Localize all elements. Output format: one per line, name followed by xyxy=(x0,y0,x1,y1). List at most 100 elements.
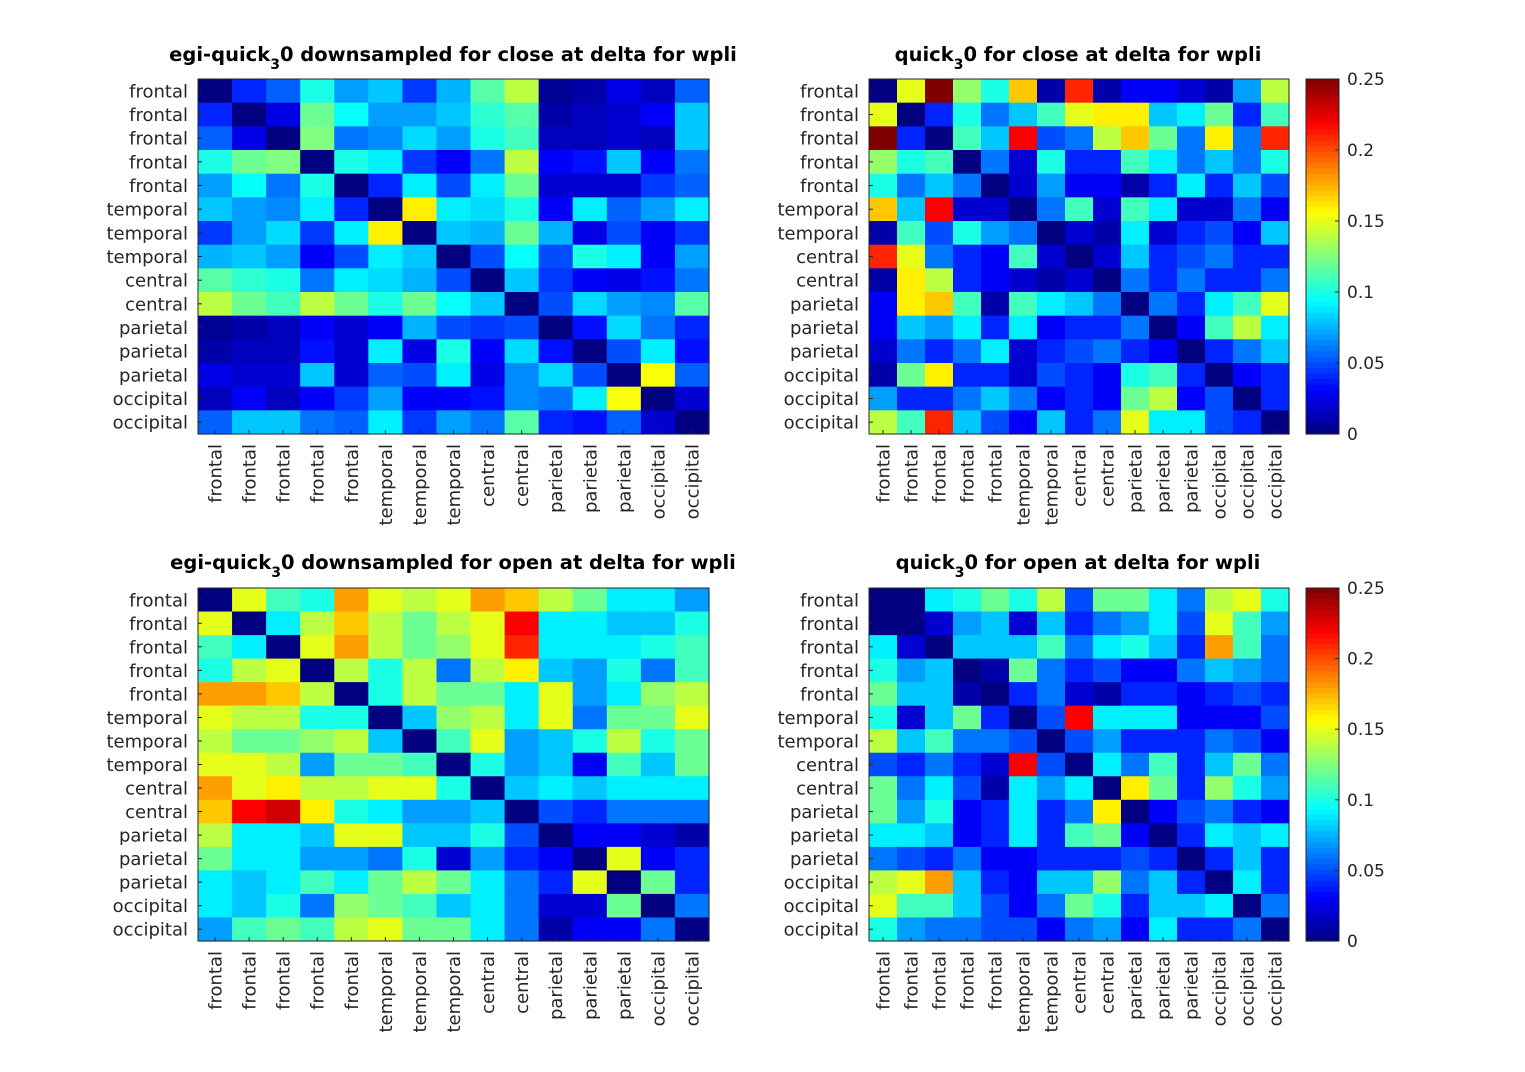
x-tick-label: frontal xyxy=(206,444,227,503)
heatmap-cell xyxy=(981,150,1010,175)
heatmap-cell xyxy=(572,221,608,246)
heatmap-cell xyxy=(1121,173,1150,198)
heatmap-cell xyxy=(674,705,710,730)
heatmap-cell xyxy=(925,635,954,660)
heatmap-cell xyxy=(953,197,982,222)
y-tick-label: parietal xyxy=(790,802,859,823)
colorbar-swatch xyxy=(1306,151,1339,158)
heatmap-cell xyxy=(925,705,954,730)
heatmap-cell xyxy=(1233,173,1262,198)
colorbar-tick-label: 0.05 xyxy=(1347,861,1385,881)
colorbar-swatch xyxy=(1306,648,1339,655)
colorbar-swatch xyxy=(1306,145,1339,152)
heatmap-cell xyxy=(300,292,335,317)
colorbar-swatch xyxy=(1306,156,1339,163)
heatmap-cell xyxy=(1121,268,1150,293)
heatmap-cell xyxy=(1205,658,1234,683)
heatmap-cells xyxy=(198,79,710,435)
colorbar-swatch xyxy=(1306,681,1339,688)
colorbar-swatch xyxy=(1306,836,1339,843)
heatmap-cell xyxy=(925,173,954,198)
heatmap-cell xyxy=(1177,292,1206,317)
heatmap-cell xyxy=(674,386,710,411)
heatmap-cell xyxy=(538,363,574,388)
heatmap-cell xyxy=(198,752,233,777)
heatmap-cell xyxy=(1261,315,1290,340)
x-tick-label: frontal xyxy=(308,951,329,1010)
colorbar-swatch xyxy=(1306,736,1339,744)
heatmap-cell xyxy=(266,126,301,151)
heatmap-cell xyxy=(953,244,982,269)
heatmap-cell xyxy=(504,221,540,246)
heatmap-cell xyxy=(198,823,233,848)
colorbar-swatch xyxy=(1306,615,1339,622)
y-tick-label: frontal xyxy=(800,684,859,705)
heatmap-cell xyxy=(300,705,335,730)
heatmap-cell xyxy=(897,846,926,871)
heatmap-cell xyxy=(640,197,676,222)
heatmap-cell xyxy=(1233,893,1262,919)
y-tick-label: occipital xyxy=(784,920,859,941)
heatmap-cell xyxy=(368,386,403,411)
heatmap-cell xyxy=(1261,150,1290,175)
heatmap-cell xyxy=(1009,102,1038,127)
x-tick-label: occipital xyxy=(1210,444,1231,519)
colorbar-swatch xyxy=(1306,234,1339,241)
heatmap-cell xyxy=(981,588,1010,613)
heatmap-cell xyxy=(1261,588,1290,613)
heatmap-cell xyxy=(334,339,369,364)
colorbar-swatch xyxy=(1306,935,1339,942)
heatmap-cell xyxy=(640,658,676,683)
heatmap-cell xyxy=(232,339,267,364)
heatmap-cell xyxy=(1065,799,1094,824)
heatmap-cell xyxy=(1065,611,1094,636)
heatmap-cell xyxy=(1149,682,1178,707)
heatmap-cell xyxy=(504,197,540,222)
heatmap-cell xyxy=(334,729,369,754)
heatmap-cell xyxy=(198,846,233,871)
heatmap-cell xyxy=(1149,102,1178,127)
heatmap-cell xyxy=(869,315,898,340)
heatmap-cell xyxy=(1093,102,1122,127)
heatmap-cell xyxy=(674,682,710,707)
heatmap-cell xyxy=(674,752,710,777)
heatmap-cell xyxy=(869,244,898,269)
heatmap-cell xyxy=(674,79,710,104)
colorbar-swatch xyxy=(1306,698,1339,705)
heatmap-cell xyxy=(1149,893,1178,919)
heatmap-cell xyxy=(1149,386,1178,411)
colorbar-swatch xyxy=(1306,863,1339,870)
y-tick-label: central xyxy=(796,247,859,268)
heatmap-cell xyxy=(674,799,710,824)
heatmap-cell xyxy=(925,268,954,293)
heatmap-cell xyxy=(572,870,608,895)
panel-title: quick30 for close at delta for wpli xyxy=(895,43,1262,73)
heatmap-cell xyxy=(198,635,233,660)
heatmap-cell xyxy=(981,729,1010,754)
heatmap-cell xyxy=(1065,268,1094,293)
heatmap-cell xyxy=(504,682,540,707)
heatmap-cell xyxy=(436,339,472,364)
heatmap-cell xyxy=(504,588,540,613)
heatmap-cell xyxy=(1121,705,1150,730)
heatmap-cell xyxy=(300,339,335,364)
heatmap-cell xyxy=(606,870,642,895)
heatmap-cell xyxy=(504,611,540,636)
heatmap-cell xyxy=(1149,150,1178,175)
heatmap-cell xyxy=(1121,870,1150,895)
heatmap-cell xyxy=(198,268,233,293)
heatmap-cell xyxy=(606,197,642,222)
heatmap-cell xyxy=(232,268,267,293)
colorbar-swatch xyxy=(1306,781,1339,788)
heatmap-cell xyxy=(897,221,926,246)
colorbar-swatch xyxy=(1306,770,1339,777)
heatmap-cell xyxy=(1149,588,1178,613)
panel-title: egi-quick30 downsampled for open at delt… xyxy=(170,551,736,581)
heatmap-cell xyxy=(198,221,233,246)
heatmap-cell xyxy=(334,752,369,777)
heatmap-cell xyxy=(1205,339,1234,364)
heatmap-cell xyxy=(470,268,506,293)
heatmap-cell xyxy=(606,799,642,824)
colorbar-swatch xyxy=(1306,659,1339,666)
heatmap-cell xyxy=(266,682,301,707)
